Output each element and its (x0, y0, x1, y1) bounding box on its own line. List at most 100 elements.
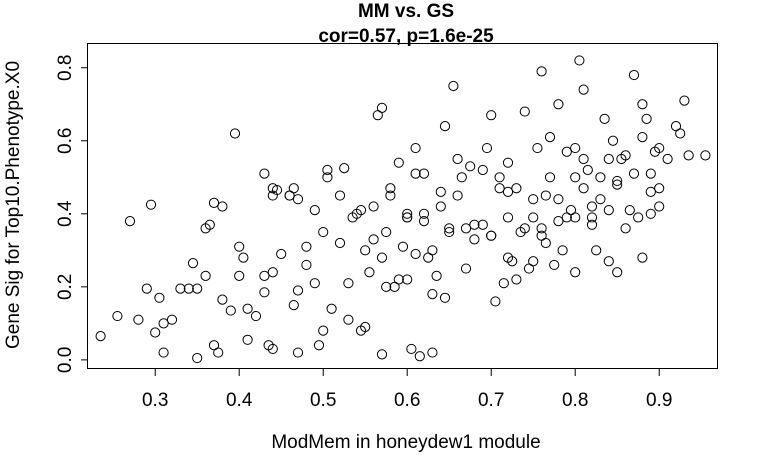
data-point (175, 283, 186, 294)
data-point (494, 183, 505, 194)
data-point (465, 161, 476, 172)
data-point (444, 223, 455, 234)
data-point (624, 205, 635, 216)
data-point (502, 186, 514, 197)
data-point (557, 245, 568, 256)
data-point (578, 84, 589, 95)
data-point (456, 172, 467, 183)
data-point (267, 183, 278, 194)
data-point (322, 172, 333, 183)
data-point (439, 292, 451, 303)
data-point (397, 241, 409, 252)
data-point (561, 146, 572, 157)
data-point (544, 132, 556, 143)
data-point (213, 347, 224, 358)
data-point (318, 226, 329, 238)
data-point (536, 66, 547, 77)
data-point (334, 237, 346, 249)
data-point (553, 194, 564, 205)
data-point (242, 334, 253, 345)
data-point (477, 164, 488, 176)
data-point (414, 351, 425, 362)
data-point (376, 252, 388, 263)
data-point (586, 201, 598, 212)
data-point (570, 212, 581, 223)
chart-title: MM vs. GS (358, 1, 454, 22)
data-point (637, 132, 648, 143)
data-point (360, 245, 371, 256)
data-point (486, 230, 497, 241)
data-point (402, 212, 413, 223)
data-point (612, 267, 623, 278)
data-point (192, 283, 203, 294)
data-point (540, 190, 551, 201)
x-tick-label: 0.8 (562, 390, 588, 411)
data-point (536, 223, 547, 234)
data-point (578, 183, 589, 194)
x-tick-label: 0.5 (310, 390, 336, 411)
data-point (309, 278, 320, 289)
data-point (582, 164, 593, 176)
data-point (586, 212, 598, 223)
data-point (528, 256, 539, 267)
data-point (145, 199, 157, 210)
data-point (628, 168, 640, 179)
data-point (217, 294, 228, 305)
data-point (654, 142, 665, 154)
x-tick-label: 0.7 (478, 390, 504, 411)
data-point (276, 248, 287, 260)
data-point (645, 168, 656, 179)
data-point (242, 303, 253, 314)
data-point (192, 352, 203, 364)
data-point (284, 190, 295, 201)
data-point (645, 186, 656, 197)
data-point (410, 168, 421, 179)
data-point (141, 283, 152, 294)
data-point (486, 110, 497, 121)
data-point (654, 201, 665, 212)
data-point (225, 305, 236, 316)
data-point (267, 343, 278, 355)
data-point (259, 270, 270, 281)
data-point (402, 274, 413, 285)
data-point (519, 106, 530, 117)
data-point (654, 183, 665, 194)
data-point (234, 270, 245, 281)
data-point (448, 80, 459, 92)
data-point (444, 226, 455, 238)
data-point (301, 259, 312, 271)
data-point (511, 274, 522, 285)
y-tick-label: 0.4 (55, 200, 76, 227)
data-point (675, 128, 686, 139)
data-point (187, 258, 199, 269)
data-point (637, 252, 648, 263)
data-point (498, 278, 509, 289)
data-point (376, 349, 388, 360)
data-point (544, 172, 556, 183)
data-point (418, 216, 430, 227)
data-point (452, 153, 463, 165)
data-point (364, 267, 375, 278)
data-point (595, 172, 606, 183)
data-point (502, 212, 514, 223)
x-tick-label: 0.9 (646, 390, 672, 411)
data-point (532, 142, 543, 154)
data-point (633, 212, 644, 223)
data-point (208, 197, 220, 208)
y-tick-label: 0.0 (55, 347, 76, 373)
data-point (549, 259, 560, 271)
x-axis-ticks: 0.3 0.4 0.5 0.6 0.7 0.8 0.9 (142, 369, 672, 411)
x-axis-label: ModMem in honeydew1 module (271, 432, 540, 453)
data-point (679, 95, 690, 106)
data-point (460, 223, 472, 234)
data-point (166, 314, 178, 325)
y-tick-label: 0.6 (55, 128, 76, 154)
data-point (360, 321, 371, 333)
y-tick-label: 0.8 (55, 55, 76, 81)
data-point (410, 248, 421, 260)
x-tick-label: 0.3 (142, 390, 168, 411)
data-point (603, 205, 614, 216)
data-point (591, 245, 602, 256)
data-point (154, 292, 165, 303)
